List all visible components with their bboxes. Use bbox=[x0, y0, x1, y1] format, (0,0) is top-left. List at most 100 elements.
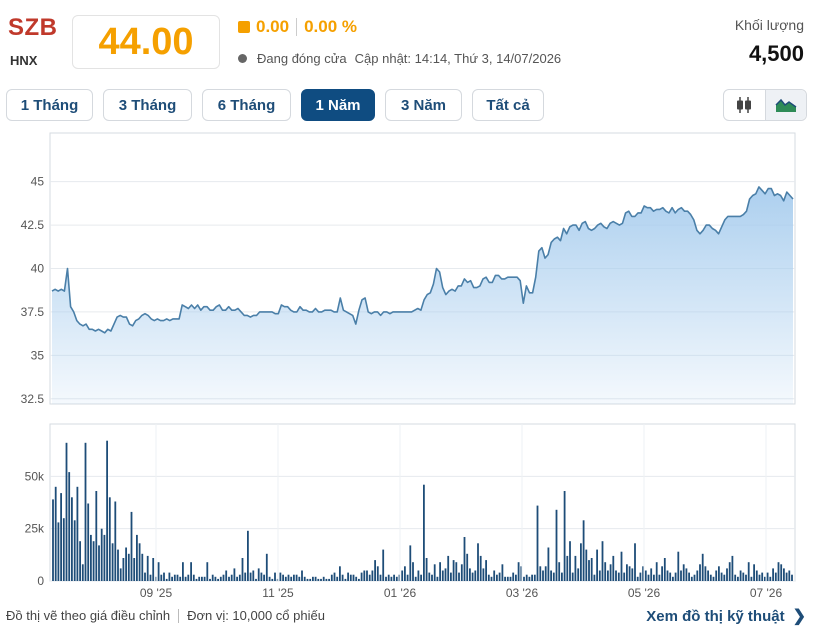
volume-bar bbox=[393, 574, 395, 581]
volume-bar bbox=[284, 576, 287, 581]
volume-bar bbox=[463, 537, 466, 581]
volume-bar bbox=[780, 564, 783, 581]
volume-bar bbox=[176, 574, 179, 581]
volume-bar bbox=[774, 572, 777, 581]
volume-bar bbox=[57, 522, 60, 581]
volume-bar bbox=[347, 572, 349, 581]
volume-bar bbox=[728, 562, 731, 581]
volume-bar bbox=[563, 491, 566, 581]
volume-bar bbox=[723, 574, 726, 581]
tab-1-month[interactable]: 1 Tháng bbox=[6, 89, 93, 121]
volume-bar bbox=[523, 576, 525, 581]
x-axis-tick-label: 05 '26 bbox=[628, 586, 661, 600]
volume-bar bbox=[301, 570, 303, 581]
volume-bar bbox=[355, 576, 358, 581]
volume-bar bbox=[528, 576, 531, 581]
volume-bar bbox=[290, 576, 293, 581]
volume-bar bbox=[233, 568, 236, 581]
volume-bar bbox=[130, 511, 133, 581]
volume-bar bbox=[482, 568, 485, 581]
volume-bar bbox=[279, 572, 282, 581]
volume-bar bbox=[409, 545, 412, 581]
volume-bar bbox=[423, 484, 425, 581]
volume-bar bbox=[555, 509, 558, 581]
volume-unit-note: Đơn vị: 10,000 cổ phiếu bbox=[187, 608, 325, 623]
volume-bar bbox=[639, 572, 642, 581]
area-chart-button[interactable] bbox=[765, 90, 806, 120]
volume-bar bbox=[179, 576, 182, 581]
volume-bar bbox=[325, 578, 328, 581]
volume-bar bbox=[395, 576, 398, 581]
status-dot-icon bbox=[238, 54, 247, 63]
volume-bar bbox=[455, 562, 458, 581]
volume-bar bbox=[739, 570, 742, 581]
volume-bar bbox=[644, 570, 647, 581]
volume-bar bbox=[228, 576, 230, 581]
price-axis-tick-label: 42.5 bbox=[21, 218, 45, 232]
technical-chart-link[interactable]: Xem đồ thị kỹ thuật ❯ bbox=[646, 606, 806, 626]
volume-bar bbox=[588, 560, 590, 581]
volume-bar bbox=[498, 572, 501, 581]
volume-bar bbox=[146, 555, 149, 581]
x-axis-tick-label: 01 '26 bbox=[384, 586, 417, 600]
volume-bar bbox=[260, 572, 263, 581]
volume-bar bbox=[550, 570, 552, 581]
volume-bar bbox=[263, 574, 265, 581]
volume-bar bbox=[382, 549, 385, 581]
volume-bar bbox=[704, 566, 707, 581]
volume-bar bbox=[612, 555, 615, 581]
volume-bar bbox=[626, 564, 628, 581]
volume-bar bbox=[444, 568, 447, 581]
volume-bar bbox=[217, 578, 219, 581]
volume-bar bbox=[81, 564, 84, 581]
volume-bar bbox=[271, 578, 274, 581]
volume-bar bbox=[450, 572, 452, 581]
volume-bar bbox=[404, 566, 406, 581]
volume-bar bbox=[685, 568, 688, 581]
tab-all[interactable]: Tất cả bbox=[472, 89, 544, 121]
volume-bar bbox=[709, 574, 712, 581]
tab-1-year[interactable]: 1 Năm bbox=[301, 89, 375, 121]
volume-bar bbox=[374, 560, 376, 581]
volume-bar bbox=[133, 558, 136, 581]
volume-bar bbox=[92, 541, 95, 581]
range-tabs: 1 Tháng 3 Tháng 6 Tháng 1 Năm 3 Năm Tất … bbox=[6, 89, 554, 121]
volume-bar bbox=[585, 549, 588, 581]
volume-bar bbox=[117, 549, 119, 581]
volume-axis-tick-label: 0 bbox=[37, 574, 44, 588]
volume-bar bbox=[493, 570, 496, 581]
volume-bar bbox=[525, 574, 528, 581]
volume-bar bbox=[469, 568, 471, 581]
volume-bar bbox=[690, 576, 693, 581]
volume-bar bbox=[439, 562, 441, 581]
candlestick-button[interactable] bbox=[724, 90, 766, 120]
volume-bar bbox=[574, 555, 577, 581]
volume-bar bbox=[609, 564, 612, 581]
volume-bar bbox=[157, 562, 160, 581]
volume-bar bbox=[607, 570, 609, 581]
volume-bar bbox=[366, 570, 368, 581]
volume-bar bbox=[379, 574, 382, 581]
volume-bar bbox=[211, 574, 214, 581]
change-row: 0.00 0.00 % bbox=[238, 17, 357, 37]
tab-3-years[interactable]: 3 Năm bbox=[385, 89, 462, 121]
volume-bar bbox=[425, 558, 428, 581]
volume-bar bbox=[401, 570, 404, 581]
volume-bar bbox=[791, 574, 793, 581]
volume-bar bbox=[71, 497, 73, 581]
tab-6-months[interactable]: 6 Tháng bbox=[202, 89, 291, 121]
volume-bar bbox=[322, 576, 325, 581]
volume-bar bbox=[371, 570, 374, 581]
volume-bar bbox=[601, 541, 604, 581]
x-axis-tick-label: 03 '26 bbox=[506, 586, 539, 600]
volume-bar bbox=[293, 574, 295, 581]
volume-bar bbox=[249, 572, 252, 581]
candlestick-icon bbox=[737, 97, 752, 113]
tab-3-months[interactable]: 3 Tháng bbox=[103, 89, 192, 121]
volume-bar bbox=[241, 558, 244, 581]
volume-bar bbox=[255, 578, 257, 581]
volume-bar bbox=[376, 566, 379, 581]
volume-bar bbox=[65, 442, 68, 581]
volume-bar bbox=[682, 564, 685, 581]
volume-bar bbox=[561, 572, 563, 581]
